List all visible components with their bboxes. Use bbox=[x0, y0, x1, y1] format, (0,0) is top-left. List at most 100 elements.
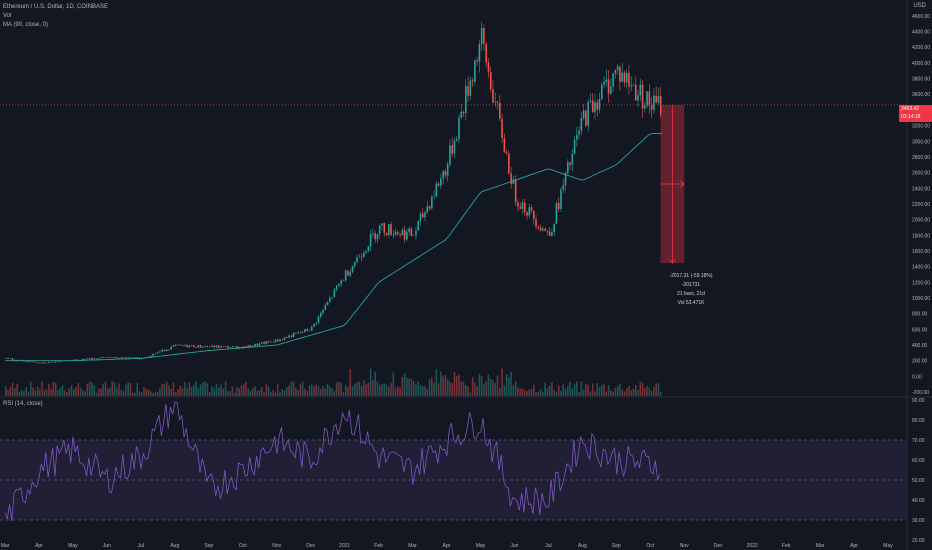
candle-body bbox=[59, 361, 61, 362]
rsi-tick-label: 90.00 bbox=[912, 398, 925, 404]
volume-bar bbox=[242, 384, 245, 396]
volume-bar bbox=[478, 374, 481, 396]
volume-bar bbox=[179, 385, 182, 396]
candle-body bbox=[387, 224, 390, 235]
volume-bar bbox=[181, 388, 184, 396]
volume-bar bbox=[202, 382, 204, 396]
volume-bar bbox=[204, 381, 207, 396]
volume-bar bbox=[546, 388, 549, 396]
volume-bar bbox=[392, 372, 395, 396]
volume-bar bbox=[125, 384, 127, 396]
volume-bar bbox=[319, 388, 322, 396]
volume-bar bbox=[306, 391, 308, 396]
candle-body bbox=[109, 357, 111, 358]
candle-body bbox=[349, 272, 352, 276]
candle-body bbox=[218, 345, 220, 348]
y-tick-label: -200.00 bbox=[912, 390, 929, 396]
volume-bar bbox=[45, 389, 48, 396]
candle-body bbox=[501, 118, 503, 139]
volume-bar bbox=[84, 391, 86, 396]
candle-body bbox=[557, 203, 560, 210]
volume-bar bbox=[258, 389, 261, 396]
volume-bar bbox=[252, 387, 254, 396]
rsi-pane bbox=[0, 401, 907, 521]
candle-body bbox=[451, 145, 454, 154]
candle-body bbox=[122, 357, 125, 358]
candle-body bbox=[193, 345, 195, 348]
volume-bar bbox=[41, 381, 43, 396]
volume-bar bbox=[263, 392, 265, 396]
candle-body bbox=[170, 346, 173, 350]
candle-body bbox=[45, 362, 48, 364]
candle-body bbox=[297, 332, 299, 334]
x-tick-label: Feb bbox=[374, 543, 383, 549]
volume-bar bbox=[190, 387, 193, 396]
candle-body bbox=[446, 164, 449, 176]
candle-body bbox=[657, 95, 660, 103]
candle-body bbox=[127, 357, 129, 359]
volume-bar bbox=[138, 391, 141, 396]
volume-bar bbox=[517, 387, 519, 396]
volume-bar bbox=[521, 388, 524, 396]
candle-body bbox=[86, 358, 89, 360]
x-tick-label: Mar bbox=[1, 543, 10, 549]
candle-body bbox=[596, 102, 599, 110]
candle-body bbox=[378, 225, 381, 235]
candle-body bbox=[125, 357, 127, 359]
volume-bar bbox=[494, 383, 497, 396]
candle-body bbox=[426, 206, 429, 213]
volume-bar bbox=[143, 387, 145, 396]
volume-bar bbox=[467, 386, 469, 396]
candle-body bbox=[610, 86, 612, 94]
candle-body bbox=[363, 252, 365, 258]
candle-body bbox=[510, 173, 512, 184]
volume-bar bbox=[9, 386, 12, 396]
volume-bar bbox=[641, 383, 644, 396]
volume-bar bbox=[526, 391, 528, 396]
volume-bar bbox=[533, 384, 535, 396]
volume-bar bbox=[290, 381, 293, 396]
volume-label[interactable]: Vol bbox=[3, 13, 12, 19]
candle-body bbox=[648, 91, 651, 105]
volume-bar bbox=[333, 391, 336, 396]
rsi-title[interactable]: RSI (14, close) bbox=[3, 401, 43, 407]
y-tick-label: 2400.00 bbox=[912, 186, 930, 192]
candle-body bbox=[499, 102, 501, 119]
volume-bar bbox=[120, 389, 123, 396]
symbol-title[interactable]: Ethereum / U.S. Dollar, 1D, COINBASE bbox=[3, 4, 109, 10]
candle-body bbox=[397, 231, 399, 234]
volume-bar bbox=[25, 387, 27, 396]
volume-bar bbox=[100, 388, 102, 396]
volume-bar bbox=[116, 387, 118, 396]
candle-body bbox=[299, 332, 302, 333]
candle-body bbox=[392, 234, 395, 236]
y-tick-label: 200.00 bbox=[912, 359, 928, 365]
candle-body bbox=[437, 183, 440, 186]
candle-body bbox=[317, 316, 320, 323]
volume-bar bbox=[7, 390, 9, 396]
candle-body bbox=[129, 357, 132, 359]
candle-body bbox=[419, 213, 422, 221]
volume-bar bbox=[616, 386, 619, 396]
volume-bar bbox=[256, 391, 259, 396]
x-tick-label: Dec bbox=[306, 543, 315, 549]
volume-bar bbox=[301, 381, 304, 396]
ma-label[interactable]: MA (90, close, 0) bbox=[3, 22, 49, 28]
volume-bar bbox=[57, 390, 59, 396]
volume-bar bbox=[591, 383, 594, 396]
candle-body bbox=[281, 339, 284, 341]
volume-bar bbox=[77, 382, 80, 396]
volume-bar bbox=[315, 384, 318, 396]
candle-body bbox=[310, 326, 313, 331]
candle-body bbox=[381, 223, 383, 226]
volume-bar bbox=[551, 382, 553, 396]
volume-bar bbox=[310, 384, 313, 396]
volume-bar bbox=[29, 381, 32, 396]
volume-bar bbox=[585, 383, 587, 396]
rsi-tick-label: 50.00 bbox=[912, 478, 925, 484]
candle-body bbox=[455, 139, 458, 141]
y-tick-label: 4400.00 bbox=[912, 30, 930, 36]
volume-bar bbox=[378, 384, 381, 396]
volume-bar bbox=[648, 387, 651, 396]
